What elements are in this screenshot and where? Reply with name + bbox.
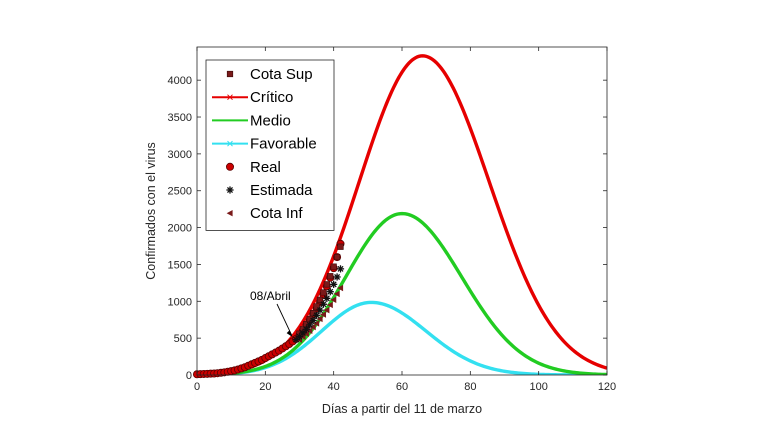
data-point — [320, 289, 327, 296]
data-point — [326, 288, 334, 296]
data-point — [323, 306, 330, 314]
y-tick-label: 3500 — [168, 112, 192, 124]
legend-swatch-marker — [227, 140, 233, 147]
data-point — [323, 281, 330, 288]
data-point — [336, 265, 345, 273]
x-tick-label: 40 — [328, 381, 340, 393]
data-point — [312, 311, 321, 319]
data-point — [313, 303, 320, 310]
data-point — [326, 301, 333, 309]
legend-entry: Crítico — [212, 89, 293, 106]
data-point — [319, 300, 328, 308]
y-axis-title: Confirmados con el virus — [144, 142, 158, 280]
legend-label: Crítico — [250, 89, 293, 106]
data-point — [333, 273, 341, 281]
legend-swatch-marker — [227, 94, 233, 101]
y-tick-label: 500 — [174, 333, 192, 345]
legend-label: Cota Inf — [250, 205, 303, 222]
legend-swatch-marker — [225, 162, 234, 171]
x-tick-label: 0 — [194, 381, 200, 393]
legend-entry: Real — [225, 159, 281, 176]
x-tick-label: 60 — [396, 381, 408, 393]
legend-label: Cota Sup — [250, 66, 313, 83]
series-line-medio — [197, 211, 607, 375]
y-tick-label: 2000 — [168, 223, 192, 235]
y-tick-label: 4000 — [168, 75, 192, 87]
y-tick-label: 1000 — [168, 296, 192, 308]
legend-label: Favorable — [250, 136, 317, 153]
data-point — [323, 294, 331, 302]
data-point — [330, 296, 337, 304]
x-tick-label: 120 — [598, 381, 616, 393]
x-tick-label: 80 — [464, 381, 476, 393]
data-point — [330, 263, 337, 270]
data-point — [302, 330, 309, 337]
data-point — [330, 280, 338, 288]
data-point — [337, 284, 344, 292]
legend-swatch-marker — [226, 186, 234, 194]
legend-entry: Favorable — [212, 136, 317, 153]
series-estimada — [292, 265, 345, 344]
annotation-arrowhead — [286, 330, 293, 338]
y-tick-label: 1500 — [168, 259, 192, 271]
legend-entry: Cota Sup — [226, 66, 313, 83]
plot-area — [192, 54, 607, 379]
legend: Cota Sup Crítico Medio Favorable Real Estimad… — [205, 59, 335, 231]
annotation-arrow — [276, 303, 293, 336]
legend-label: Medio — [250, 112, 291, 129]
legend-label: Estimada — [250, 182, 313, 199]
data-point — [316, 306, 324, 314]
legend-entry: Medio — [212, 112, 291, 129]
legend-box — [205, 59, 335, 231]
axes: 0 20 40 60 80 100 120 0 500 1000 1500 2000 2500 3000 3… — [144, 46, 616, 416]
data-point — [333, 290, 340, 298]
data-point — [309, 323, 316, 331]
data-point — [316, 296, 324, 303]
legend-label: Real — [250, 159, 281, 176]
data-point — [302, 325, 310, 333]
data-point — [306, 327, 313, 334]
data-point — [309, 316, 317, 325]
legend-swatch-marker — [226, 210, 233, 217]
legend-entry: Cota Inf — [226, 205, 303, 222]
data-point — [316, 315, 323, 323]
data-point — [337, 243, 344, 250]
data-point — [320, 311, 327, 318]
x-axis-title: Días a partir del 11 de marzo — [322, 402, 482, 416]
y-tick-label: 3000 — [168, 149, 192, 161]
data-point — [306, 321, 314, 329]
annotations: 08/Abril — [250, 289, 293, 338]
annotation-label: 08/Abril — [250, 289, 291, 303]
legend-swatch-marker — [226, 70, 234, 78]
y-tick-label: 0 — [186, 370, 192, 382]
legend-entry: Estimada — [226, 182, 313, 199]
data-point — [313, 320, 320, 327]
x-tick-label: 100 — [529, 381, 547, 393]
series-cota-inf — [296, 284, 344, 343]
data-point — [327, 273, 334, 280]
x-tick-label: 20 — [259, 381, 271, 393]
data-point — [333, 253, 341, 261]
y-tick-label: 2500 — [168, 186, 192, 198]
